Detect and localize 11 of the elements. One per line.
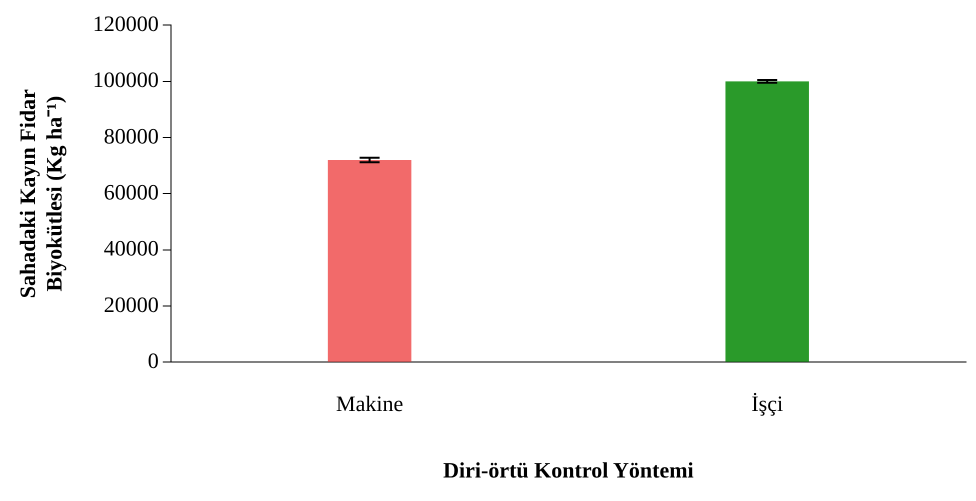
y-tick-label: 40000 — [104, 236, 159, 261]
y-tick-label: 20000 — [104, 292, 159, 317]
y-tick-label: 100000 — [92, 67, 159, 92]
y-tick-label: 0 — [148, 348, 159, 373]
y-tick-label: 80000 — [104, 123, 159, 148]
x-tick-label: İşçi — [751, 391, 784, 416]
x-tick-label: Makine — [336, 391, 404, 416]
y-axis-title: Sahadaki Kayın Fidar Biyokütlesi (Kg ha⁻¹) — [14, 88, 66, 298]
y-tick-label: 60000 — [104, 179, 159, 204]
y-tick-label: 120000 — [92, 10, 159, 36]
x-axis-title: Diri-örtü Kontrol Yöntemi — [443, 457, 694, 482]
